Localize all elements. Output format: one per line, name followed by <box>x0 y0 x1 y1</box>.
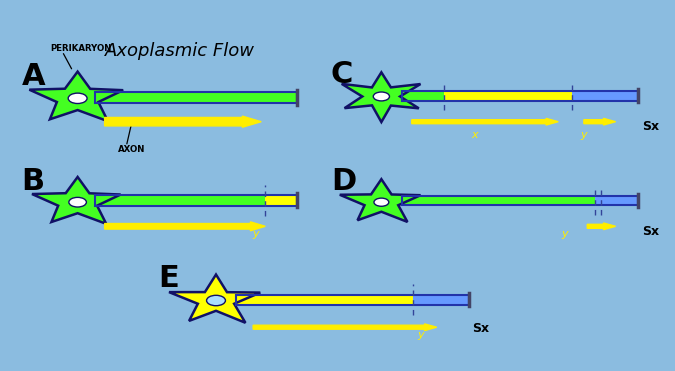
Text: E: E <box>159 265 180 293</box>
Text: D: D <box>331 167 356 196</box>
Bar <box>413 295 469 305</box>
Bar <box>95 92 297 103</box>
Polygon shape <box>340 179 421 222</box>
Text: Sx: Sx <box>643 119 659 133</box>
Bar <box>572 91 638 101</box>
Text: Axoplasmic Flow: Axoplasmic Flow <box>105 42 254 60</box>
Polygon shape <box>342 72 421 122</box>
Bar <box>95 195 297 206</box>
Text: y: y <box>562 230 568 239</box>
Bar <box>595 196 638 205</box>
Text: AXON: AXON <box>118 145 146 154</box>
Bar <box>95 92 297 103</box>
Polygon shape <box>29 72 123 121</box>
Polygon shape <box>169 275 261 323</box>
Polygon shape <box>32 177 121 224</box>
Text: x: x <box>471 130 478 139</box>
Circle shape <box>69 197 86 207</box>
Text: y: y <box>417 330 424 339</box>
Bar <box>444 91 572 101</box>
FancyArrow shape <box>253 324 437 331</box>
Bar <box>265 195 297 206</box>
FancyArrow shape <box>105 116 261 127</box>
Bar <box>95 195 265 206</box>
Circle shape <box>68 93 87 104</box>
Bar <box>236 295 469 305</box>
Text: y: y <box>252 229 259 239</box>
FancyArrow shape <box>584 118 616 125</box>
Text: y: y <box>580 130 587 139</box>
Text: A: A <box>22 62 45 91</box>
Bar <box>402 196 638 205</box>
Bar <box>402 91 444 101</box>
Bar <box>402 196 595 205</box>
Circle shape <box>207 295 225 306</box>
FancyArrow shape <box>412 118 558 125</box>
FancyArrow shape <box>587 223 616 230</box>
Circle shape <box>374 198 389 206</box>
FancyArrow shape <box>105 222 265 231</box>
Text: PERIKARYON: PERIKARYON <box>51 44 112 53</box>
Bar <box>402 91 638 101</box>
Bar <box>236 295 413 305</box>
Text: C: C <box>331 60 353 89</box>
Text: Sx: Sx <box>643 225 659 239</box>
Circle shape <box>373 92 389 101</box>
Text: B: B <box>22 167 45 196</box>
Text: Sx: Sx <box>472 322 489 335</box>
